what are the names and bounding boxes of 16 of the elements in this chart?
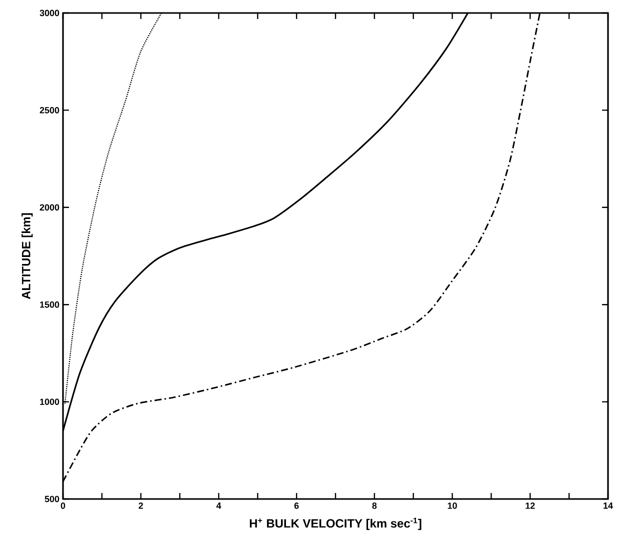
x-tick-label: 6 [294,502,299,509]
x-tick-label: 14 [604,502,613,509]
y-tick-label: 2000 [40,204,60,211]
y-tick-label: 2500 [40,107,60,114]
y-tick-label: 3000 [40,10,60,16]
y-axis-title: ALTITUDE [km] [22,213,33,300]
y-tick-label: 1500 [40,301,60,308]
x-tick-label: 12 [526,502,535,509]
x-tick-label: 2 [138,502,143,509]
x-axis-title: H$^{+}$ BULK VELOCITY [km sec$^{-1}$] [250,518,422,530]
x-tick-label: 8 [372,502,377,509]
x-tick-label: 0 [60,502,66,509]
x-tick-label: 10 [448,502,457,509]
y-tick-label: 500 [44,496,60,502]
y-tick-label: 1000 [40,398,60,405]
x-tick-label: 4 [216,502,222,509]
